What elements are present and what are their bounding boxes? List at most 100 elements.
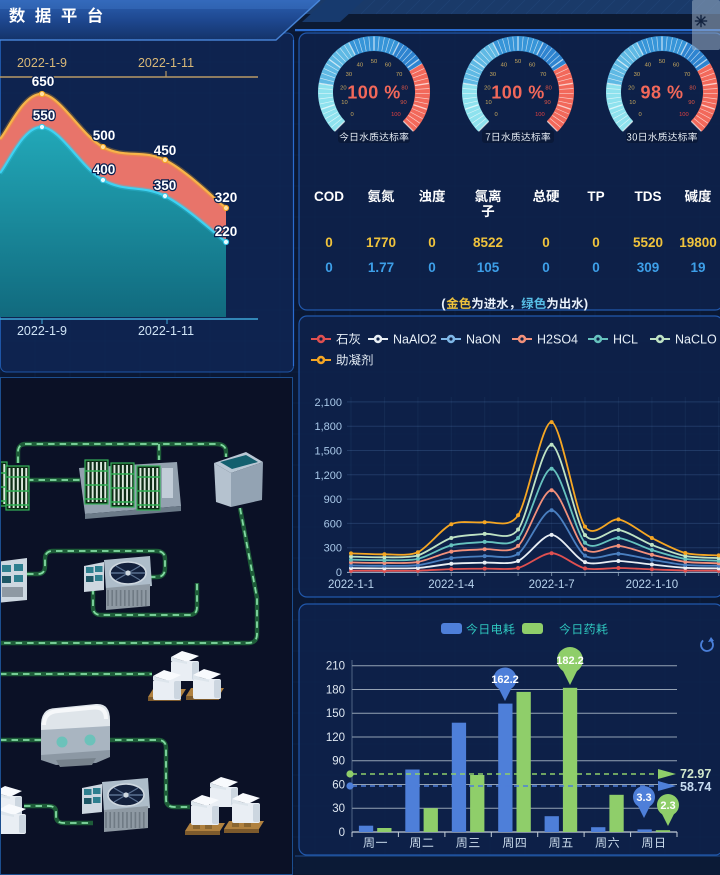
svg-text:0: 0 [592, 260, 600, 275]
svg-text:80: 80 [545, 85, 551, 91]
svg-text:650: 650 [32, 74, 55, 89]
svg-text:30: 30 [490, 72, 496, 78]
svg-text:TP: TP [587, 189, 604, 204]
svg-text:2022-1-10: 2022-1-10 [626, 579, 678, 591]
svg-text:500: 500 [93, 128, 116, 143]
svg-text:162.2: 162.2 [491, 674, 519, 686]
svg-text:20: 20 [484, 85, 490, 91]
svg-text:90: 90 [544, 100, 550, 106]
svg-text:): ) [584, 296, 588, 311]
svg-text:120: 120 [326, 732, 345, 744]
svg-text:50: 50 [515, 59, 521, 65]
svg-text:100 %: 100 % [347, 83, 401, 103]
svg-text:2022-1-9: 2022-1-9 [17, 324, 67, 338]
svg-text:2022-1-4: 2022-1-4 [428, 579, 475, 591]
svg-text:40: 40 [645, 63, 651, 69]
svg-text:NaAlO2: NaAlO2 [393, 333, 437, 347]
svg-text:0: 0 [542, 260, 550, 275]
svg-text:19800: 19800 [679, 235, 717, 250]
svg-text:1,500: 1,500 [314, 446, 342, 458]
svg-text:NaON: NaON [466, 333, 501, 347]
svg-text:600: 600 [324, 518, 342, 530]
svg-text:70: 70 [396, 72, 402, 78]
svg-text:0: 0 [350, 112, 353, 118]
svg-text:60: 60 [529, 63, 535, 69]
svg-text:10: 10 [629, 100, 635, 106]
svg-text:72.97: 72.97 [680, 767, 711, 781]
svg-text:98 %: 98 % [640, 83, 683, 103]
svg-text:10: 10 [341, 100, 347, 106]
svg-text:0: 0 [336, 567, 342, 579]
svg-text:0: 0 [542, 235, 550, 250]
svg-text:40: 40 [357, 63, 363, 69]
svg-text:0: 0 [592, 235, 600, 250]
svg-text:60: 60 [385, 63, 391, 69]
svg-text:2.3: 2.3 [660, 800, 675, 812]
svg-text:100 %: 100 % [491, 83, 545, 103]
svg-text:0: 0 [494, 112, 497, 118]
svg-text:80: 80 [689, 85, 695, 91]
svg-text:3.3: 3.3 [636, 792, 651, 804]
svg-text:70: 70 [540, 72, 546, 78]
svg-text:100: 100 [391, 112, 401, 118]
svg-text:100: 100 [535, 112, 545, 118]
svg-text:300: 300 [324, 543, 342, 555]
svg-text:0: 0 [339, 827, 345, 839]
svg-text:350: 350 [154, 178, 177, 193]
svg-text:550: 550 [33, 108, 56, 123]
svg-text:30: 30 [332, 803, 345, 815]
svg-text:90: 90 [332, 756, 345, 768]
svg-text:210: 210 [326, 661, 345, 673]
svg-text:0: 0 [638, 112, 641, 118]
svg-text:60: 60 [332, 780, 345, 792]
svg-text:900: 900 [324, 494, 342, 506]
svg-text:8522: 8522 [473, 235, 503, 250]
svg-text:20: 20 [628, 85, 634, 91]
svg-text:220: 220 [215, 224, 238, 239]
svg-text:H2SO4: H2SO4 [537, 333, 578, 347]
svg-text:19: 19 [690, 260, 705, 275]
svg-text:1770: 1770 [366, 235, 396, 250]
svg-text:NaCLO: NaCLO [675, 333, 717, 347]
svg-text:150: 150 [326, 708, 345, 720]
svg-text:320: 320 [215, 190, 238, 205]
svg-text:2022-1-7: 2022-1-7 [529, 579, 575, 591]
svg-text:1.77: 1.77 [368, 260, 394, 275]
svg-text:58.74: 58.74 [680, 780, 711, 794]
svg-text:60: 60 [673, 63, 679, 69]
svg-text:0: 0 [428, 235, 436, 250]
svg-text:COD: COD [314, 189, 344, 204]
svg-text:50: 50 [371, 59, 377, 65]
svg-text:70: 70 [684, 72, 690, 78]
svg-text:TDS: TDS [635, 189, 662, 204]
svg-text:309: 309 [637, 260, 660, 275]
svg-text:0: 0 [325, 260, 333, 275]
svg-text:105: 105 [477, 260, 500, 275]
svg-text:90: 90 [400, 100, 406, 106]
svg-text:2022-1-1: 2022-1-1 [328, 579, 374, 591]
svg-text:5520: 5520 [633, 235, 663, 250]
svg-text:2,100: 2,100 [314, 397, 342, 409]
svg-text:50: 50 [659, 59, 665, 65]
svg-text:10: 10 [485, 100, 491, 106]
svg-text:1,200: 1,200 [314, 470, 342, 482]
svg-text:180: 180 [326, 685, 345, 697]
svg-text:450: 450 [154, 143, 177, 158]
svg-text:40: 40 [501, 63, 507, 69]
svg-text:20: 20 [340, 85, 346, 91]
svg-text:1,800: 1,800 [314, 421, 342, 433]
svg-text:(: ( [441, 296, 446, 311]
svg-text:0: 0 [325, 235, 333, 250]
svg-text:90: 90 [688, 100, 694, 106]
svg-text:182.2: 182.2 [556, 655, 584, 667]
svg-text:30: 30 [634, 72, 640, 78]
svg-text:400: 400 [93, 162, 116, 177]
svg-text:30: 30 [346, 72, 352, 78]
svg-text:2022-1-11: 2022-1-11 [138, 56, 194, 70]
svg-text:100: 100 [679, 112, 689, 118]
svg-text:2022-1-11: 2022-1-11 [138, 324, 194, 338]
svg-text:80: 80 [401, 85, 407, 91]
svg-text:0: 0 [428, 260, 436, 275]
svg-text:HCL: HCL [613, 333, 638, 347]
svg-text:2022-1-9: 2022-1-9 [17, 56, 67, 70]
